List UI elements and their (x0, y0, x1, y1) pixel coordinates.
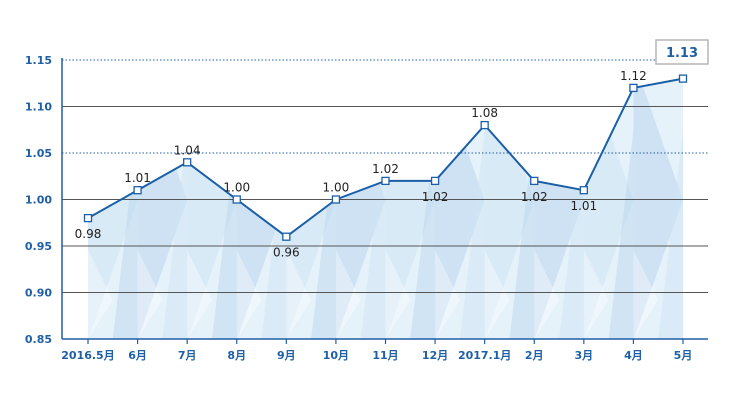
data-label: 1.00 (323, 181, 350, 195)
data-label: 1.13 (666, 46, 698, 61)
x-tick-label: 11月 (372, 349, 398, 362)
x-tick-label: 2月 (525, 349, 544, 362)
x-tick-label: 8月 (227, 349, 246, 362)
data-point-marker (331, 195, 341, 204)
area-facet (211, 130, 237, 339)
area-facet (484, 250, 510, 339)
data-label: 0.96 (273, 246, 300, 260)
data-label: 1.04 (174, 143, 201, 157)
data-point-marker (678, 74, 688, 83)
area-facet (658, 130, 683, 339)
area-facet (608, 130, 634, 339)
area-facet (335, 250, 361, 339)
y-tick-label: 1.15 (25, 54, 52, 67)
y-tick-label: 0.90 (25, 287, 52, 300)
data-labels: 0.98 1.01 1.04 1.00 0.96 1.00 1.02 1.02 1.08 1.02… (75, 39, 709, 260)
data-point-marker (579, 186, 588, 195)
data-label: 1.02 (372, 162, 399, 176)
area-facet (633, 250, 659, 339)
x-tick-label: 4月 (624, 349, 643, 362)
area-facet (509, 130, 535, 339)
area-facet (88, 250, 113, 339)
y-tick-label: 1.00 (25, 194, 52, 207)
data-point-marker (629, 83, 638, 93)
area-facet (435, 250, 460, 339)
data-label: 1.02 (422, 190, 449, 204)
area-facet (459, 130, 485, 339)
area-facet (112, 130, 138, 339)
area-facet (162, 130, 188, 339)
area-facet (385, 250, 411, 339)
x-tick-label: 12月 (422, 349, 448, 362)
x-tick-label: 5月 (674, 349, 693, 362)
y-tick-label: 1.05 (25, 147, 52, 160)
data-label: 1.02 (521, 190, 548, 204)
gridlines (61, 58, 708, 340)
data-point-marker (83, 213, 93, 223)
y-axis-ticks: 0.85 0.90 0.95 1.00 1.05 1.10 1.15 (25, 54, 52, 346)
data-point-marker (381, 176, 390, 186)
area-facet (583, 250, 609, 339)
x-tick-label: 2016.5月 (61, 349, 114, 362)
x-tick-label: 3月 (575, 349, 594, 362)
y-tick-label: 1.10 (25, 101, 52, 114)
x-tick-label: 7月 (178, 349, 197, 362)
data-label: 1.12 (620, 69, 647, 83)
x-tick-label: 6月 (128, 349, 147, 362)
data-label: 1.00 (223, 181, 250, 195)
data-point-marker (133, 186, 142, 195)
area-facet (137, 250, 163, 339)
series-markers (83, 74, 688, 241)
data-label: 1.01 (124, 171, 151, 185)
y-tick-label: 0.95 (25, 240, 52, 253)
y-tick-label: 0.85 (25, 333, 52, 346)
x-axis-ticks: 2016.5月 6月 7月 8月 9月 10月 11月 12月 2017.1月 2月 3月 4月 5月 (61, 339, 692, 362)
x-tick-label: 9月 (277, 349, 296, 362)
data-point-marker (232, 195, 241, 204)
data-point-marker (430, 176, 440, 186)
data-label: 0.98 (75, 227, 102, 241)
data-point-marker (530, 176, 539, 186)
last-value-callout-box (655, 39, 709, 65)
data-point-marker (480, 120, 489, 130)
area-facet (236, 250, 262, 339)
area-facet (187, 250, 212, 339)
area-facet (559, 130, 584, 339)
area-facet (286, 250, 312, 339)
x-tick-label: 2017.1月 (458, 349, 511, 362)
data-label: 1.08 (471, 106, 498, 120)
area-facet (410, 130, 436, 339)
data-label: 1.01 (570, 199, 597, 213)
data-point-marker (282, 232, 291, 241)
x-tick-label: 10月 (323, 349, 349, 362)
data-point-marker (183, 158, 192, 167)
area-facet (534, 250, 560, 339)
